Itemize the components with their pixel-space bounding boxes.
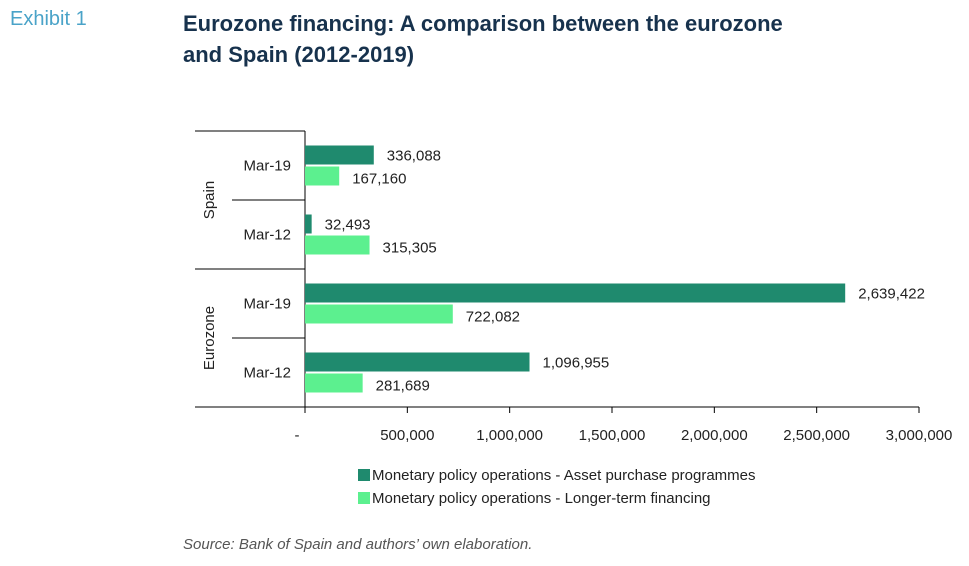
chart-title: Eurozone financing: A comparison between… [183,8,953,70]
category-label: Mar-19 [243,296,291,313]
data-label: 32,493 [325,217,371,234]
data-label: 336,088 [387,148,441,165]
chart-title-line-1: Eurozone financing: A comparison between… [183,11,783,36]
group-label-eurozone: Eurozone [201,306,218,370]
chart-title-line-2: and Spain (2012-2019) [183,42,415,67]
bar-asset-purchase [305,145,374,165]
x-tick-label: 1,500,000 [579,427,646,444]
bar-longer-term [305,373,363,393]
category-label: Mar-12 [243,227,291,244]
legend-label: Monetary policy operations - Asset purch… [372,467,756,484]
bar-asset-purchase [305,283,846,303]
data-label: 2,639,422 [858,286,925,303]
bar-longer-term [305,166,340,186]
data-label: 167,160 [352,171,406,188]
category-label: Mar-19 [243,158,291,175]
x-tick-label: 2,000,000 [681,427,748,444]
x-tick-label: 500,000 [380,427,434,444]
legend-swatch [358,469,370,481]
bar-longer-term [305,304,453,324]
source-note: Source: Bank of Spain and authors’ own e… [183,536,533,553]
x-tick-label: 3,000,000 [886,427,953,444]
data-label: 281,689 [376,378,430,395]
exhibit-label: Exhibit 1 [10,8,87,30]
bar-asset-purchase [305,214,312,234]
data-label: 722,082 [466,309,520,326]
x-tick-label: 2,500,000 [783,427,850,444]
category-label: Mar-12 [243,365,291,382]
bar-asset-purchase [305,352,530,372]
bar-longer-term [305,235,370,255]
data-label: 315,305 [383,240,437,257]
data-label: 1,096,955 [543,355,610,372]
legend-swatch [358,492,370,504]
x-tick-label: - [295,427,300,444]
legend-label: Monetary policy operations - Longer-term… [372,490,711,507]
x-tick-label: 1,000,000 [476,427,543,444]
group-label-spain: Spain [201,181,218,219]
